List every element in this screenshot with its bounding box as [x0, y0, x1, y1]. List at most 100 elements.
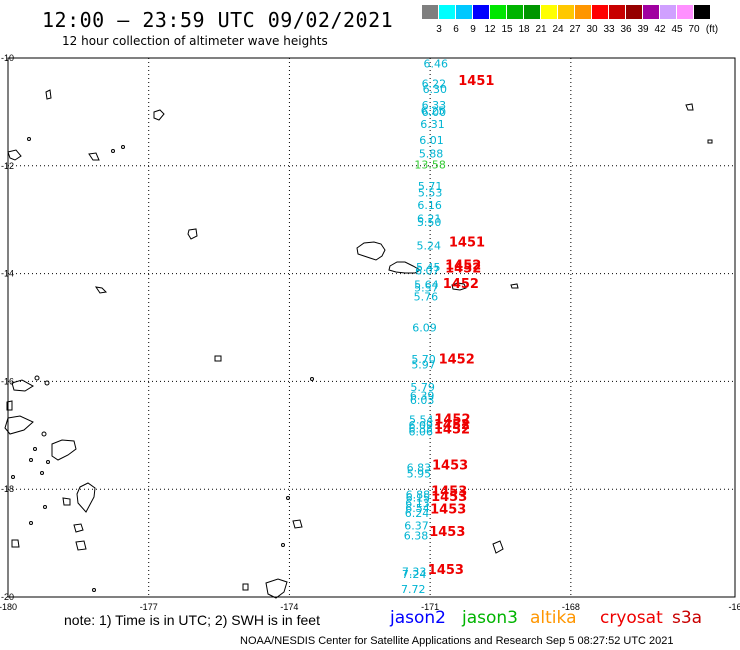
wave-height-label: 5.57 — [414, 281, 439, 294]
wave-height-label: 6.83 — [407, 461, 432, 474]
island-tonga-3 — [242, 583, 249, 591]
longitude-tick-label: -174 — [280, 602, 298, 612]
latitude-tick-label: -10 — [1, 53, 14, 63]
wave-height-label: 5.70 — [411, 353, 436, 366]
island-n1 — [153, 109, 165, 121]
pass-time-label: 1453 — [429, 525, 465, 540]
island-dot — [33, 447, 37, 451]
wave-height-label: 6.35 — [408, 423, 433, 436]
island-samoa-savaii — [388, 261, 421, 274]
color-swatch — [609, 5, 625, 19]
color-scale-label: 12 — [484, 24, 496, 35]
satellite-label-jason3: jason3 — [462, 608, 518, 628]
color-swatch — [473, 5, 489, 19]
latitude-tick-label: -20 — [1, 592, 14, 602]
color-scale-label: 24 — [552, 24, 564, 35]
island-fiji-3 — [6, 400, 13, 411]
pass-time-label: 1452 — [445, 258, 481, 273]
island-samoa-upolu — [356, 241, 386, 261]
wave-height-label: 6.01 — [419, 134, 444, 147]
wave-height-label: 13.58 — [414, 158, 446, 171]
island-dot — [281, 543, 285, 547]
color-scale-label: 21 — [535, 24, 547, 35]
pass-time-label: 1453 — [431, 490, 467, 505]
color-scale-label: 27 — [569, 24, 581, 35]
island-dot — [41, 431, 47, 437]
color-swatch — [643, 5, 659, 19]
color-scale-label: 70 — [688, 24, 700, 35]
wave-height-label: 5.79 — [410, 381, 435, 394]
color-scale-label: 42 — [654, 24, 666, 35]
graticule: -180 -177 -174 -171 -168 -16 -10 -12 -14 -16 -18 -2… — [0, 53, 740, 612]
color-swatch — [541, 5, 557, 19]
island-dot — [29, 458, 33, 462]
color-swatch — [660, 5, 676, 19]
page-subtitle: 12 hour collection of altimeter wave hei… — [62, 34, 328, 48]
pass-time-label: 1453 — [428, 563, 464, 578]
color-scale-unit: (ft) — [705, 24, 719, 35]
island-dot — [43, 505, 47, 509]
pass-time-label: 1452 — [434, 418, 470, 433]
wave-height-label: 6.21 — [417, 212, 442, 225]
island-dot — [40, 471, 44, 475]
island-wallis — [187, 228, 198, 240]
wave-height-label: 5.95 — [407, 467, 432, 480]
color-scale-label: 45 — [671, 24, 683, 35]
color-swatch — [575, 5, 591, 19]
island-dot — [27, 137, 31, 141]
wave-height-label: 5.64 — [414, 279, 439, 292]
page-title: 12:00 – 23:59 UTC 09/02/2021 — [42, 8, 394, 32]
island-fiji-4 — [51, 439, 77, 461]
wave-height-label: 6.31 — [420, 118, 445, 131]
longitude-tick-label: -168 — [562, 602, 580, 612]
pass-time-label: 1453 — [432, 458, 468, 473]
color-scale-label: 3 — [436, 24, 442, 35]
land-outlines — [4, 89, 713, 599]
latitude-tick-label: -12 — [1, 161, 14, 171]
latitude-tick-label: -14 — [1, 269, 14, 279]
island-fiji-9 — [75, 540, 87, 551]
island-tonga-2 — [265, 578, 288, 599]
pass-time-label: 1452 — [445, 262, 481, 277]
map-frame — [7, 57, 736, 598]
island-dot — [34, 375, 40, 381]
color-scale-label: 39 — [637, 24, 649, 35]
wave-height-label: 5.50 — [417, 216, 442, 229]
color-scale-label: 30 — [586, 24, 598, 35]
footer-note: note: 1) Time is in UTC; 2) SWH is in fe… — [64, 612, 320, 628]
wave-height-label: 6.54 — [405, 502, 430, 515]
color-swatch — [626, 5, 642, 19]
island-dot — [286, 496, 290, 500]
island-e1 — [685, 103, 694, 111]
wave-height-label: 5.54 — [409, 413, 434, 426]
island-n3 — [88, 152, 100, 161]
pass-time-label: 1453 — [431, 485, 467, 500]
island-dot — [11, 475, 15, 479]
island-dot — [121, 145, 125, 149]
wave-height-label: 5.88 — [419, 148, 444, 161]
pass-time-label: 1451 — [458, 74, 494, 89]
pass-time-label: 1451 — [449, 236, 485, 251]
wave-height-label: 6.09 — [408, 419, 433, 432]
wave-height-label: 5.76 — [414, 291, 439, 304]
wave-height-label: 6.09 — [412, 321, 437, 334]
wave-height-label: 6.46 — [424, 58, 449, 71]
pass-time-label: 1452 — [439, 353, 475, 368]
footer-credit: NOAA/NESDIS Center for Satellite Applica… — [240, 635, 674, 647]
island-s1 — [214, 355, 222, 362]
island-dot — [92, 588, 96, 592]
island-fiji-2 — [4, 415, 34, 435]
color-swatch — [456, 5, 472, 19]
island-dot — [29, 521, 33, 525]
wave-height-label: 6.24 — [405, 507, 430, 520]
island-fiji-6 — [62, 497, 71, 506]
wave-height-label: 6.39 — [410, 390, 435, 403]
wave-height-label: 6.22 — [422, 78, 447, 91]
pass-time-label: 1452 — [434, 423, 470, 438]
wave-height-label: 5.53 — [418, 187, 443, 200]
satellite-label-altika: altika — [530, 608, 577, 628]
satellite-label-cryosat: cryosat — [600, 608, 663, 628]
island-fiji-8 — [11, 539, 20, 548]
island-fiji-7 — [73, 523, 84, 533]
